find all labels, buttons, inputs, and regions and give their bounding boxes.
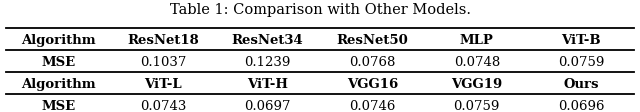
Text: 0.1239: 0.1239	[244, 55, 291, 68]
Text: ResNet50: ResNet50	[337, 34, 408, 46]
Text: ViT-L: ViT-L	[145, 77, 182, 90]
Text: ResNet18: ResNet18	[127, 34, 199, 46]
Text: Table 1: Comparison with Other Models.: Table 1: Comparison with Other Models.	[170, 3, 470, 17]
Text: 0.1037: 0.1037	[140, 55, 186, 68]
Text: 0.0697: 0.0697	[244, 99, 291, 112]
Text: MSE: MSE	[42, 55, 76, 68]
Text: ViT-B: ViT-B	[561, 34, 601, 46]
Text: 0.0768: 0.0768	[349, 55, 396, 68]
Text: Algorithm: Algorithm	[21, 77, 96, 90]
Text: VGG16: VGG16	[347, 77, 398, 90]
Text: 0.0748: 0.0748	[454, 55, 500, 68]
Text: MSE: MSE	[42, 99, 76, 112]
Text: 0.0696: 0.0696	[558, 99, 605, 112]
Text: VGG19: VGG19	[451, 77, 502, 90]
Text: Algorithm: Algorithm	[21, 34, 96, 46]
Text: ResNet34: ResNet34	[232, 34, 303, 46]
Text: 0.0759: 0.0759	[454, 99, 500, 112]
Text: 0.0743: 0.0743	[140, 99, 186, 112]
Text: Ours: Ours	[564, 77, 599, 90]
Text: 0.0759: 0.0759	[558, 55, 605, 68]
Text: 0.0746: 0.0746	[349, 99, 396, 112]
Text: MLP: MLP	[460, 34, 493, 46]
Text: ViT-H: ViT-H	[247, 77, 288, 90]
